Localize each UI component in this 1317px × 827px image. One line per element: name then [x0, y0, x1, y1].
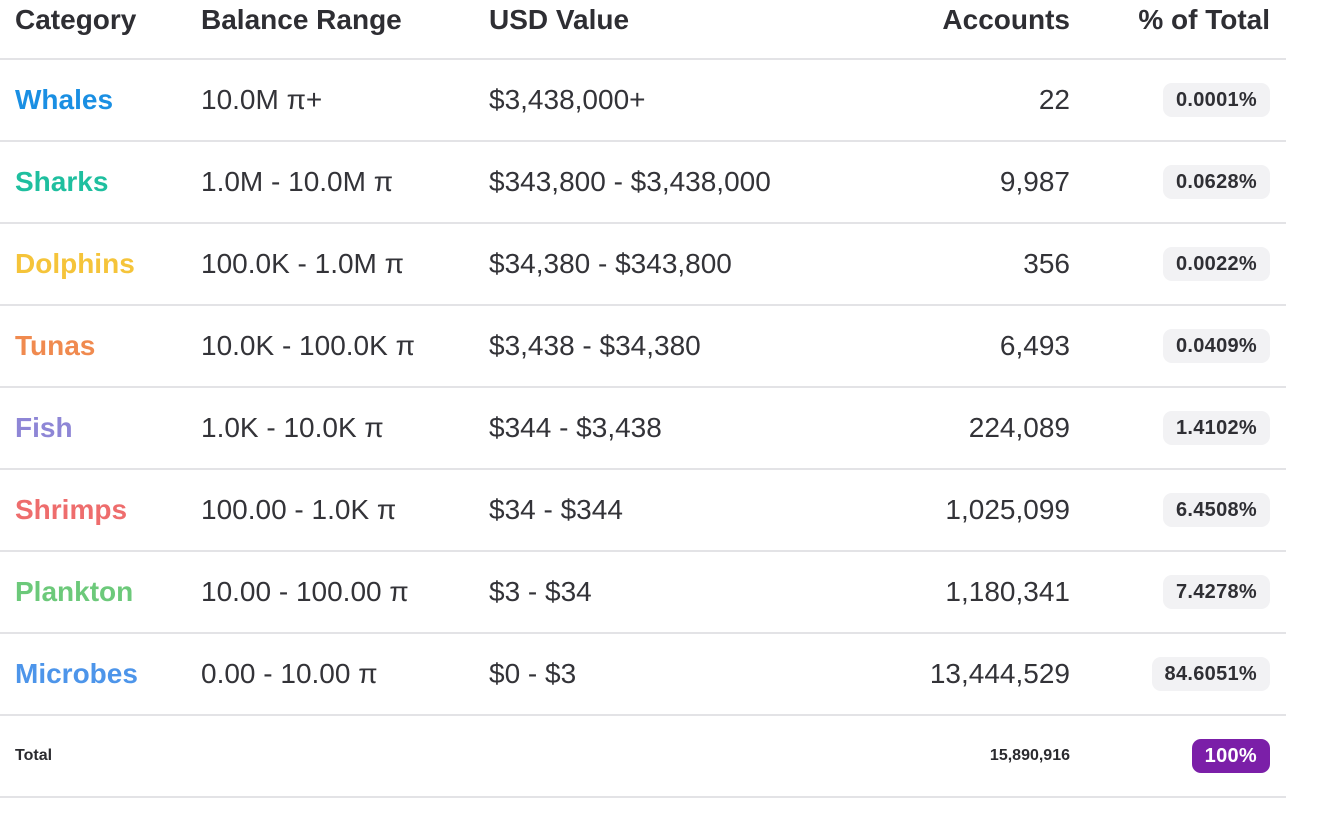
pct-badge: 7.4278%	[1162, 575, 1270, 609]
accounts-cell: 1,180,341	[945, 576, 1070, 607]
balance-range-cell: 100.0K - 1.0M π	[201, 248, 404, 279]
category-label: Tunas	[15, 330, 96, 361]
accounts-cell: 1,025,099	[945, 494, 1070, 525]
table-row[interactable]: Plankton 10.00 - 100.00 π $3 - $34 1,180,34…	[0, 552, 1286, 634]
header-pct-total[interactable]: % of Total	[1138, 4, 1270, 35]
header-balance-range[interactable]: Balance Range	[201, 4, 402, 35]
category-label: Whales	[15, 84, 114, 115]
usd-value-cell: $343,800 - $3,438,000	[489, 166, 771, 197]
pct-badge: 84.6051%	[1151, 657, 1270, 691]
table-row[interactable]: Sharks 1.0M - 10.0M π $343,800 - $3,438,00…	[0, 142, 1286, 224]
pct-badge: 1.4102%	[1162, 411, 1270, 445]
balance-range-cell: 1.0M - 10.0M π	[201, 166, 394, 197]
balance-range-cell: 100.00 - 1.0K π	[201, 494, 397, 525]
pct-cell: 0.0022%	[1162, 224, 1270, 304]
header-usd-value[interactable]: USD Value	[489, 4, 630, 35]
table-row[interactable]: Microbes 0.00 - 10.00 π $0 - $3 13,444,529 8…	[0, 634, 1286, 716]
usd-value-cell: $34,380 - $343,800	[489, 248, 732, 279]
pct-badge: 6.4508%	[1162, 493, 1270, 527]
category-label: Shrimps	[15, 494, 128, 525]
header-category[interactable]: Category	[15, 4, 137, 35]
accounts-cell: 356	[1023, 248, 1070, 279]
total-label: Total	[15, 747, 53, 764]
pct-cell: 84.6051%	[1151, 634, 1270, 714]
usd-value-cell: $3,438 - $34,380	[489, 330, 701, 361]
balance-range-cell: 10.0M π+	[201, 84, 323, 115]
usd-value-cell: $34 - $344	[489, 494, 623, 525]
category-label: Sharks	[15, 166, 109, 197]
pct-badge: 0.0409%	[1162, 329, 1270, 363]
total-accounts: 15,890,916	[989, 747, 1070, 764]
table-row[interactable]: Whales 10.0M π+ $3,438,000+ 22 0.0001%	[0, 60, 1286, 142]
category-label: Fish	[15, 412, 73, 443]
whale-distribution-table: Category Balance Range USD Value Account…	[0, 0, 1286, 798]
accounts-cell: 224,089	[968, 412, 1070, 443]
header-accounts[interactable]: Accounts	[942, 4, 1070, 35]
table-row[interactable]: Fish 1.0K - 10.0K π $344 - $3,438 224,089 1.…	[0, 388, 1286, 470]
accounts-cell: 9,987	[999, 166, 1070, 197]
usd-value-cell: $344 - $3,438	[489, 412, 662, 443]
category-label: Plankton	[15, 576, 134, 607]
table-row[interactable]: Shrimps 100.00 - 1.0K π $34 - $344 1,025,09…	[0, 470, 1286, 552]
balance-range-cell: 10.00 - 100.00 π	[201, 576, 409, 607]
balance-range-cell: 10.0K - 100.0K π	[201, 330, 415, 361]
pct-cell: 1.4102%	[1162, 388, 1270, 468]
usd-value-cell: $0 - $3	[489, 658, 577, 689]
pct-badge: 0.0022%	[1162, 247, 1270, 281]
total-pct-badge: 100%	[1191, 739, 1270, 773]
pct-badge: 0.0001%	[1162, 83, 1270, 117]
balance-range-cell: 1.0K - 10.0K π	[201, 412, 384, 443]
accounts-cell: 6,493	[999, 330, 1070, 361]
table-header-row: Category Balance Range USD Value Account…	[0, 0, 1286, 60]
category-label: Dolphins	[15, 248, 135, 279]
usd-value-cell: $3 - $34	[489, 576, 592, 607]
table-row[interactable]: Tunas 10.0K - 100.0K π $3,438 - $34,380 6,4…	[0, 306, 1286, 388]
total-row: Total 15,890,916 100%	[0, 716, 1286, 798]
pct-cell: 7.4278%	[1162, 552, 1270, 632]
accounts-cell: 13,444,529	[929, 658, 1070, 689]
category-label: Microbes	[15, 658, 138, 689]
pct-cell: 6.4508%	[1162, 470, 1270, 550]
balance-range-cell: 0.00 - 10.00 π	[201, 658, 378, 689]
total-pct-cell: 100%	[1191, 716, 1270, 796]
pct-badge: 0.0628%	[1162, 165, 1270, 199]
accounts-cell: 22	[1038, 84, 1070, 115]
pct-cell: 0.0409%	[1162, 306, 1270, 386]
pct-cell: 0.0001%	[1162, 60, 1270, 140]
usd-value-cell: $3,438,000+	[489, 84, 646, 115]
pct-cell: 0.0628%	[1162, 142, 1270, 222]
table-row[interactable]: Dolphins 100.0K - 1.0M π $34,380 - $343,80…	[0, 224, 1286, 306]
